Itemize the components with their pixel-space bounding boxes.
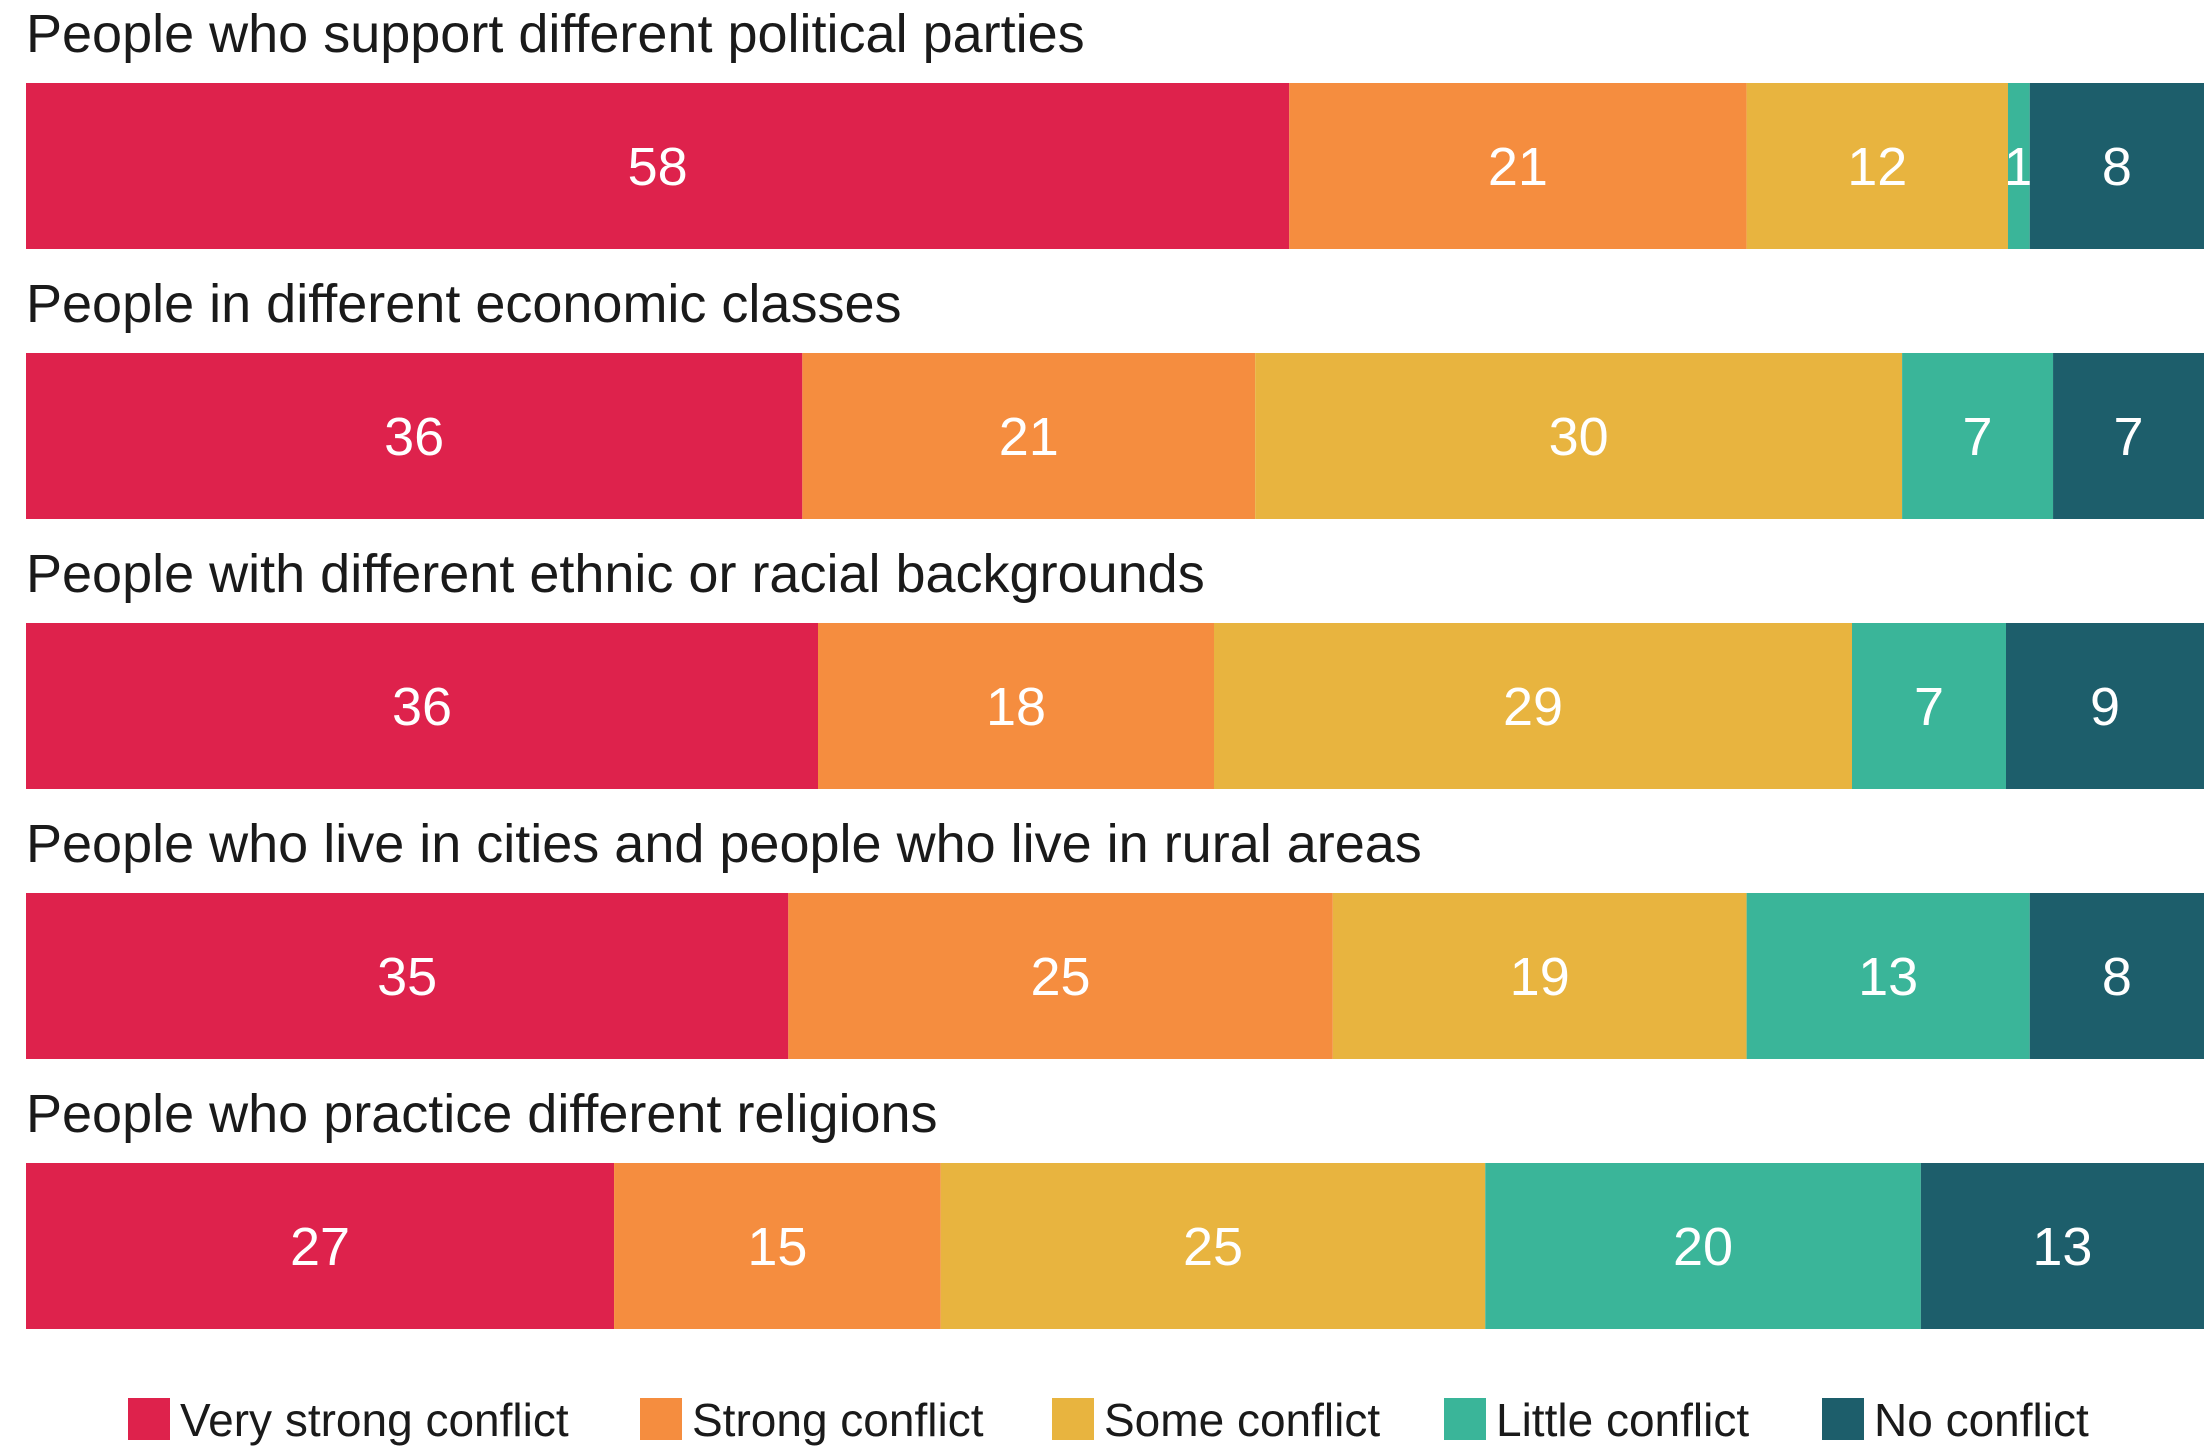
bar-segment (614, 1163, 941, 1329)
segment-value-label: 13 (2032, 1217, 2092, 1277)
segment-value-label: 29 (1503, 677, 1563, 737)
legend-label: No conflict (1874, 1394, 2089, 1446)
segment-value-label: 58 (628, 137, 688, 197)
chart-row: People who practice different religions 2… (26, 1084, 2204, 1329)
segment-value-label: 7 (1914, 677, 1944, 737)
bar-segment (2029, 83, 2204, 249)
bar-segment (1214, 623, 1852, 789)
segment-value-label: 13 (1858, 947, 1918, 1007)
bar-segment (788, 893, 1333, 1059)
legend-item: Little conflict (1444, 1394, 1749, 1446)
row-label: People who support different political p… (26, 4, 1085, 64)
bar-segment (1852, 623, 2006, 789)
bar-segment (1920, 1163, 2204, 1329)
legend-item: Strong conflict (640, 1394, 984, 1446)
bar-segment (818, 623, 1214, 789)
bar-segment (1485, 1163, 1921, 1329)
legend-label: Very strong conflict (180, 1394, 569, 1446)
chart-rows: People who support different political p… (26, 4, 2204, 1329)
segment-value-label: 21 (1488, 137, 1548, 197)
bar-segment (2007, 83, 2030, 249)
segment-value-label: 19 (1510, 947, 1570, 1007)
bar-segment (940, 1163, 1486, 1329)
chart-row: People who live in cities and people who… (26, 814, 2204, 1059)
segment-value-label: 12 (1847, 137, 1907, 197)
legend-swatch (1052, 1398, 1094, 1440)
bar-segment (2006, 623, 2204, 789)
bar-segment (1255, 353, 1903, 519)
bar-segment (1746, 83, 2008, 249)
chart-row: People who support different political p… (26, 4, 2204, 249)
chart-row: People in different economic classes 36 21… (26, 274, 2204, 519)
bar-segment (1332, 893, 1747, 1059)
bar-segment (26, 893, 789, 1059)
legend-label: Little conflict (1496, 1394, 1749, 1446)
segment-value-label: 1 (2004, 137, 2034, 197)
legend-swatch (128, 1398, 170, 1440)
legend-label: Some conflict (1104, 1394, 1380, 1446)
bar-segment (1289, 83, 1747, 249)
segment-value-label: 36 (384, 407, 444, 467)
chart-row: People with different ethnic or racial b… (26, 544, 2204, 789)
segment-value-label: 15 (747, 1217, 807, 1277)
segment-value-label: 25 (1031, 947, 1091, 1007)
legend-item: No conflict (1822, 1394, 2089, 1446)
bar-segment (26, 353, 803, 519)
legend: Very strong conflict Strong conflict Some … (128, 1394, 2089, 1446)
bar-segment (26, 623, 818, 789)
bar-segment (26, 83, 1290, 249)
legend-swatch (640, 1398, 682, 1440)
bar-segment (1746, 893, 2030, 1059)
legend-label: Strong conflict (692, 1394, 984, 1446)
bar-segment (2053, 353, 2204, 519)
segment-value-label: 7 (1963, 407, 1993, 467)
bar-segment (2029, 893, 2204, 1059)
bar-segment (1902, 353, 2054, 519)
bar-segment (26, 1163, 615, 1329)
segment-value-label: 9 (2090, 677, 2120, 737)
row-label: People in different economic classes (26, 274, 902, 334)
segment-value-label: 27 (290, 1217, 350, 1277)
row-label: People who practice different religions (26, 1084, 938, 1144)
legend-item: Some conflict (1052, 1394, 1380, 1446)
segment-value-label: 25 (1183, 1217, 1243, 1277)
segment-value-label: 7 (2114, 407, 2144, 467)
segment-value-label: 20 (1673, 1217, 1733, 1277)
row-label: People with different ethnic or racial b… (26, 544, 1205, 604)
legend-swatch (1822, 1398, 1864, 1440)
segment-value-label: 35 (377, 947, 437, 1007)
legend-item: Very strong conflict (128, 1394, 569, 1446)
row-label: People who live in cities and people who… (26, 814, 1422, 874)
bar-segment (802, 353, 1256, 519)
segment-value-label: 8 (2102, 137, 2132, 197)
legend-swatch (1444, 1398, 1486, 1440)
segment-value-label: 8 (2102, 947, 2132, 1007)
segment-value-label: 18 (986, 677, 1046, 737)
segment-value-label: 36 (392, 677, 452, 737)
segment-value-label: 30 (1549, 407, 1609, 467)
segment-value-label: 21 (999, 407, 1059, 467)
